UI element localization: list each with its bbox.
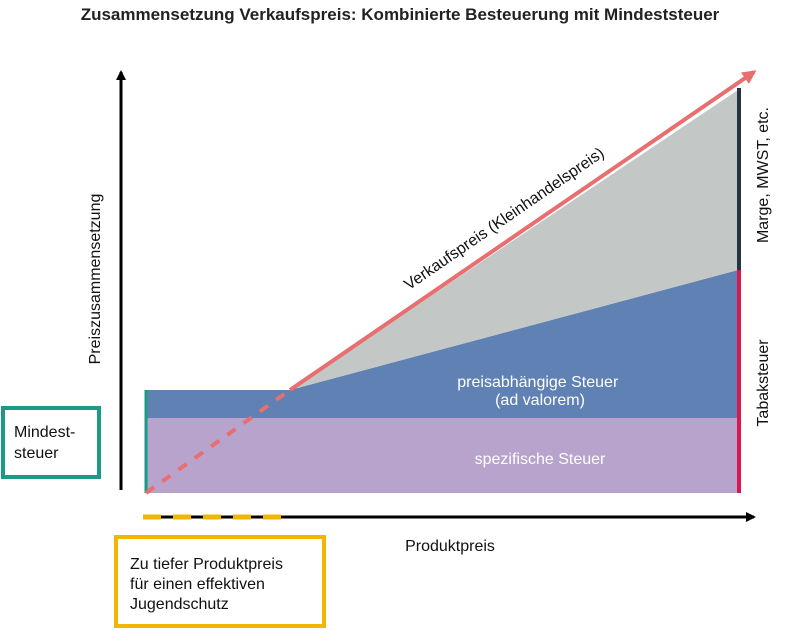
- specific-tax-label: spezifische Steuer: [475, 451, 606, 468]
- ad-valorem-tax-label: preisabhängige Steuer (ad valorem): [457, 374, 622, 409]
- low-price-box-text: Zu tiefer Produktpreis für einen effekti…: [130, 556, 287, 613]
- specific-tax-region: [146, 418, 738, 493]
- sales-price-line: [288, 70, 757, 392]
- ad-valorem-tax-region: [146, 270, 738, 418]
- chart-title: Zusammensetzung Verkaufspreis: Kombinier…: [81, 5, 720, 24]
- margin-label: Marge, MWST, etc.: [755, 107, 772, 243]
- y-axis-label: Preiszusammensetzung: [87, 194, 104, 365]
- tobacco-tax-label: Tabaksteuer: [755, 339, 772, 427]
- minimum-tax-box-text: Mindest- steuer: [14, 424, 80, 462]
- low-price-box: [114, 535, 326, 628]
- sales-price-line-dashed: [144, 388, 292, 495]
- minimum-tax-box: [1, 406, 101, 479]
- x-axis-label: Produktpreis: [405, 538, 495, 555]
